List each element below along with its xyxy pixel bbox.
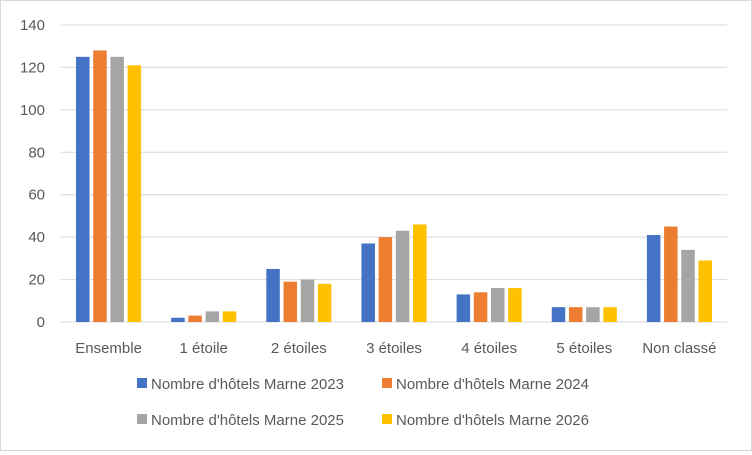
bar [283, 281, 298, 322]
bar [681, 249, 695, 322]
bar [473, 292, 488, 322]
bar [586, 307, 600, 322]
legend-swatch [382, 414, 392, 424]
legend-label: Nombre d'hôtels Marne 2024 [396, 376, 589, 393]
bar [603, 307, 617, 322]
bar [93, 50, 107, 322]
bar [508, 288, 522, 322]
y-axis-ticks: 0 20 40 60 80 100 120 140 [20, 17, 45, 331]
bar [127, 65, 142, 323]
x-tick-label: 2 étoiles [271, 340, 327, 357]
x-tick-label: 4 étoiles [461, 340, 517, 357]
bar [568, 307, 583, 322]
y-tick-label: 40 [28, 229, 45, 246]
bar [188, 315, 202, 322]
legend-swatch [137, 414, 147, 424]
bar [317, 283, 332, 322]
bar [413, 224, 427, 322]
bars [76, 50, 712, 323]
y-tick-label: 0 [37, 314, 45, 331]
y-tick-label: 60 [28, 187, 45, 204]
bar [171, 317, 185, 322]
bar [395, 230, 410, 322]
x-tick-label: 5 étoiles [556, 340, 612, 357]
legend-swatch [137, 378, 147, 388]
bar [551, 307, 566, 322]
y-tick-label: 20 [28, 272, 45, 289]
y-tick-label: 100 [20, 102, 45, 119]
bar [76, 56, 90, 322]
legend-label: Nombre d'hôtels Marne 2026 [396, 412, 589, 429]
bar [300, 279, 315, 322]
x-tick-label: 1 étoile [180, 340, 228, 357]
legend: Nombre d'hôtels Marne 2023 Nombre d'hôtel… [137, 376, 589, 429]
legend-swatch [382, 378, 392, 388]
bar [698, 260, 712, 322]
bar [361, 243, 375, 322]
x-tick-label: Non classé [642, 340, 716, 357]
y-tick-label: 140 [20, 17, 45, 34]
bar [664, 226, 678, 322]
bar [646, 235, 661, 322]
gridlines [61, 24, 727, 323]
bar [456, 294, 471, 322]
x-axis-ticks: Ensemble 1 étoile 2 étoiles 3 étoiles 4 étoi… [75, 340, 716, 357]
bar [110, 56, 124, 322]
bar [222, 311, 237, 322]
legend-label: Nombre d'hôtels Marne 2023 [151, 376, 344, 393]
y-tick-label: 120 [20, 59, 45, 76]
bar [205, 311, 220, 322]
y-tick-label: 80 [28, 144, 45, 161]
bar [378, 237, 393, 322]
bar [266, 268, 280, 322]
legend-label: Nombre d'hôtels Marne 2025 [151, 412, 344, 429]
bar [490, 288, 505, 322]
x-tick-label: Ensemble [75, 340, 142, 357]
x-tick-label: 3 étoiles [366, 340, 422, 357]
